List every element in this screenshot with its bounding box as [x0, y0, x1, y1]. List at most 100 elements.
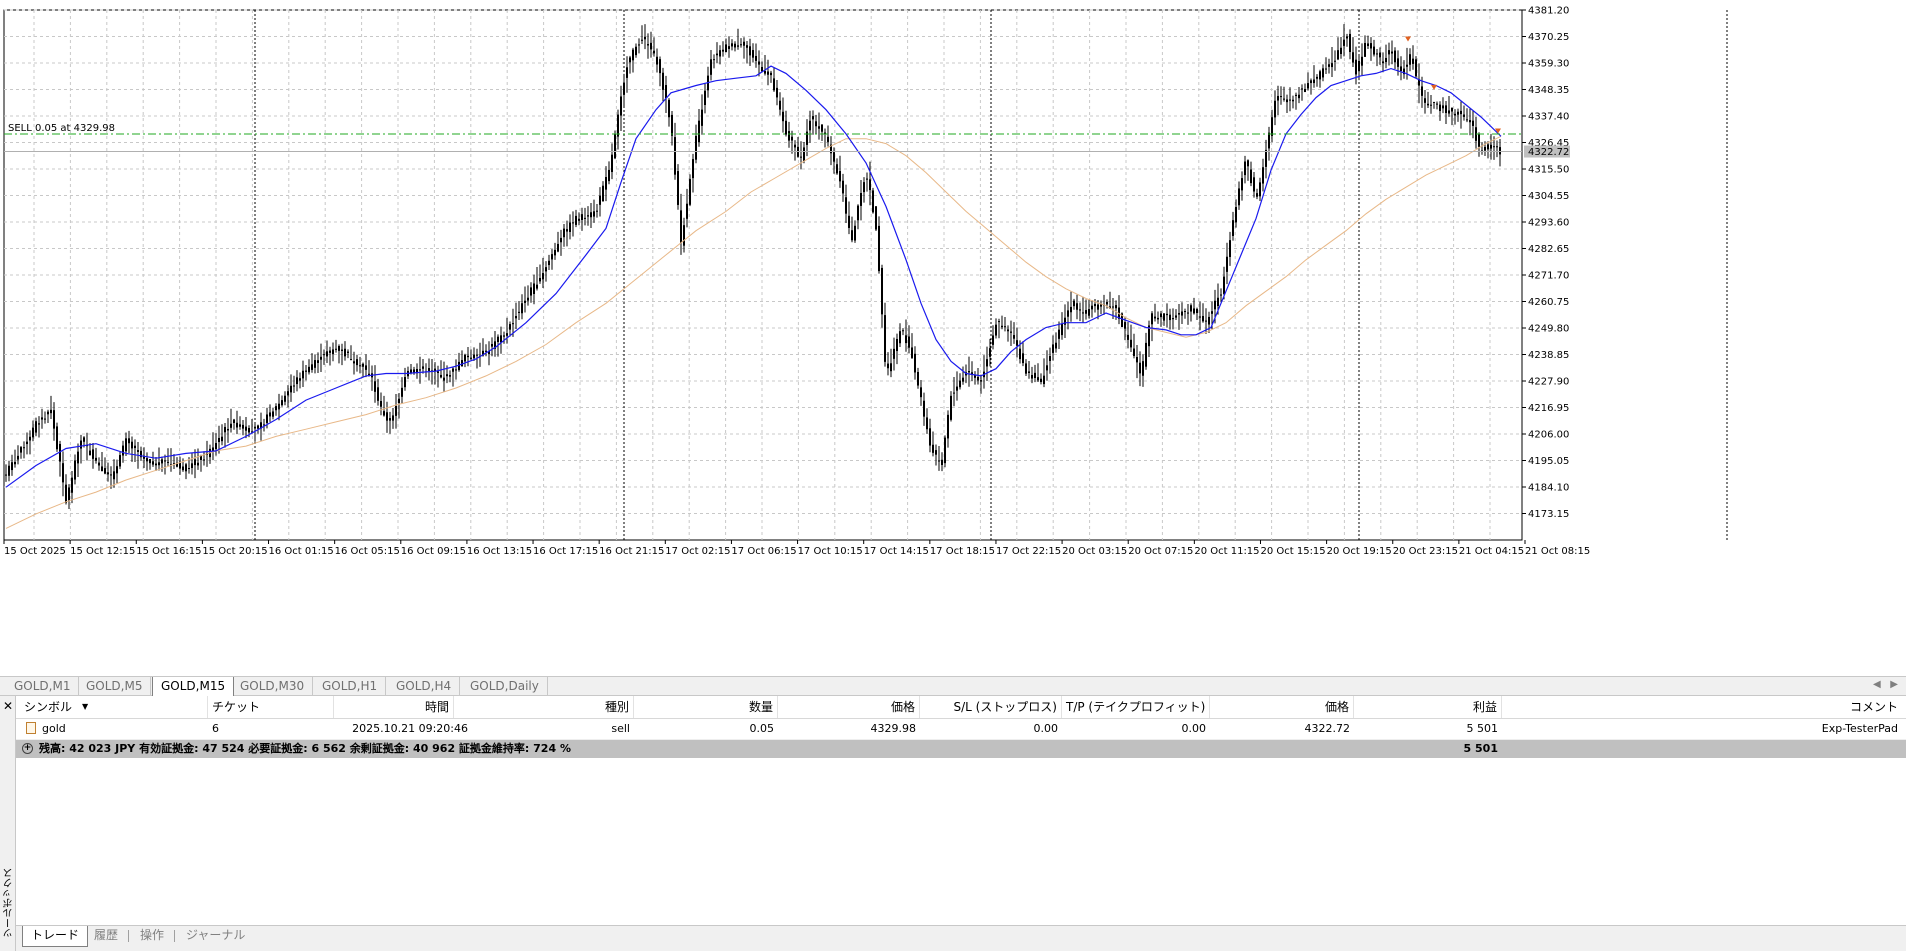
price-bar-body	[1037, 377, 1039, 381]
price-bar-body	[1460, 110, 1462, 115]
tab-gold-h4[interactable]: GOLD,H4	[388, 677, 461, 696]
cell-tp[interactable]: 0.00	[1181, 722, 1207, 735]
cell-sl[interactable]: 0.00	[1033, 722, 1059, 735]
tab-gold-m15[interactable]: GOLD,M15	[152, 677, 235, 697]
summary-content: + 残高: 42 023 JPY 有効証拠金: 47 524 必要証拠金: 6 5…	[22, 740, 571, 758]
expand-plus-icon[interactable]: +	[22, 742, 33, 754]
price-bar-body	[650, 42, 652, 50]
cell-symbol: gold	[22, 719, 208, 739]
column-sl[interactable]: S/L (ストップロス)	[920, 696, 1062, 718]
price-bar-body	[884, 315, 886, 362]
close-icon[interactable]: ✕	[3, 699, 14, 713]
price-bar-body	[434, 368, 436, 372]
tab-gold-m5[interactable]: GOLD,M5	[78, 677, 152, 696]
column-tp[interactable]: T/P (テイクプロフィット)	[1062, 696, 1210, 718]
column-symbol[interactable]: シンボル ▼	[16, 696, 208, 718]
price-bar-body	[215, 443, 217, 450]
tab-operations[interactable]: 操作	[140, 928, 165, 942]
price-bar-body	[785, 120, 787, 135]
column-ticket[interactable]: チケット	[208, 696, 334, 718]
tab-gold-m30[interactable]: GOLD,M30	[232, 677, 314, 696]
price-bar-body	[77, 451, 79, 464]
tab-gold-daily[interactable]: GOLD,Daily	[462, 677, 548, 696]
price-bar-body	[1490, 144, 1492, 149]
column-current-price[interactable]: 価格	[1210, 696, 1354, 718]
column-time[interactable]: 時間	[334, 696, 454, 718]
price-bar-body	[926, 417, 928, 430]
price-bar-body	[713, 59, 715, 61]
tab-journal[interactable]: ジャーナル	[186, 928, 246, 942]
price-bar-body	[692, 159, 694, 179]
price-bar-body	[653, 50, 655, 54]
column-tp-label: T/P (テイクプロフィット)	[1066, 700, 1206, 714]
scroll-right-icon[interactable]: ▶	[1890, 679, 1898, 690]
price-bar-body	[860, 192, 862, 206]
price-bar-body	[905, 335, 907, 344]
price-bar-body	[1040, 378, 1042, 383]
price-bar-body	[443, 377, 445, 381]
price-bar-body	[263, 424, 265, 426]
price-bar-body	[704, 90, 706, 106]
price-bar-body	[170, 464, 172, 466]
price-bar-body	[1433, 101, 1435, 103]
price-bar-body	[545, 267, 547, 272]
price-chart[interactable]: 4381.20 4370.25 4359.30 4348.35 4337.40 4326.…	[0, 0, 1906, 676]
price-bar-body	[212, 447, 214, 452]
chart-canvas[interactable]: 4381.20 4370.25 4359.30 4348.35 4337.40 4326.…	[0, 0, 1906, 676]
cell-volume: 0.05	[749, 722, 775, 735]
price-bar-body	[728, 46, 730, 49]
price-tick-label: 4337.40	[1528, 112, 1569, 123]
price-bar-body	[146, 458, 148, 462]
price-bar-body	[1394, 50, 1396, 63]
price-bar-body	[338, 345, 340, 351]
price-bar-body	[1055, 342, 1057, 349]
column-type[interactable]: 種別	[454, 696, 634, 718]
price-bar-body	[1463, 114, 1465, 117]
price-bar-body	[491, 343, 493, 347]
price-bar-body	[251, 431, 253, 433]
price-bar-body	[683, 225, 685, 246]
price-bar-body	[1073, 300, 1075, 307]
price-bar-body	[1031, 374, 1033, 379]
moving-average-fast	[5, 65, 1502, 488]
tab-gold-h1[interactable]: GOLD,H1	[314, 677, 387, 696]
price-bar-body	[857, 205, 859, 221]
column-volume[interactable]: 数量	[634, 696, 778, 718]
price-bar-body	[50, 409, 52, 414]
price-bar-body	[575, 215, 577, 225]
price-bar-body	[1298, 94, 1300, 99]
price-bar-body	[659, 59, 661, 74]
price-bar-body	[1244, 161, 1246, 176]
price-bar-body	[1334, 60, 1336, 62]
trade-table: シンボル ▼ チケット 時間 種別 数量 価格 S/L (ストップロス) T/P…	[16, 696, 1906, 758]
price-bar-body	[500, 335, 502, 343]
column-price[interactable]: 価格	[778, 696, 920, 718]
price-bar-body	[29, 436, 31, 441]
price-bar-body	[1121, 313, 1123, 328]
price-bar-body	[1193, 308, 1195, 314]
price-bar-body	[869, 179, 871, 191]
price-bar-body	[1358, 60, 1360, 72]
price-bar-body	[23, 447, 25, 449]
price-bar-body	[986, 359, 988, 367]
price-bar-body	[620, 96, 622, 116]
price-bar-body	[65, 484, 67, 503]
price-bar-body	[62, 463, 64, 483]
sort-down-icon[interactable]: ▼	[82, 702, 89, 711]
scroll-left-icon[interactable]: ◀	[1873, 679, 1881, 690]
price-bar-body	[1277, 95, 1279, 101]
tab-gold-m1[interactable]: GOLD,M1	[6, 677, 80, 696]
price-bar-body	[1211, 311, 1213, 314]
table-row[interactable]: gold 6 2025.10.21 09:20:46 sell 0.05 432…	[16, 719, 1906, 740]
tab-trade[interactable]: トレード	[22, 926, 89, 947]
column-profit[interactable]: 利益	[1354, 696, 1502, 718]
price-bar-body	[539, 277, 541, 282]
price-bar-body	[1280, 96, 1282, 98]
price-bar-body	[1442, 105, 1444, 109]
tab-scroll-arrows[interactable]: ◀ ▶	[1873, 679, 1898, 690]
price-bar-body	[1106, 301, 1108, 305]
tab-history[interactable]: 履歴	[94, 928, 119, 942]
price-bar-body	[680, 210, 682, 244]
summary-profit: 5 501	[1463, 742, 1498, 755]
column-comment[interactable]: コメント	[1502, 696, 1902, 718]
